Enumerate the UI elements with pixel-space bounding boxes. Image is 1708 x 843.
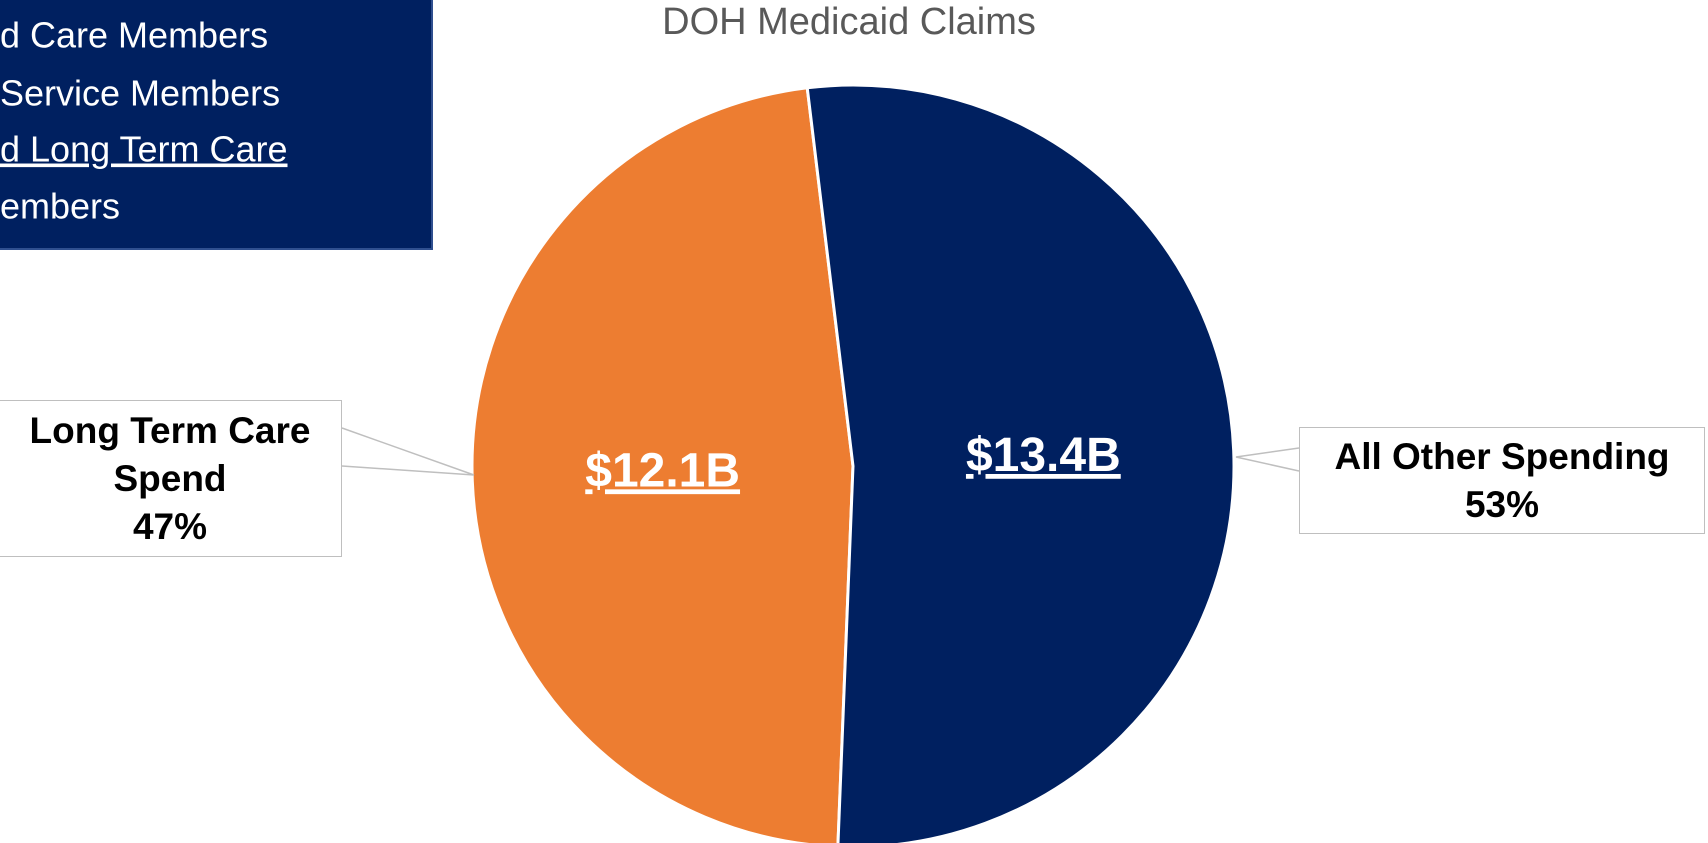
category-label: Long Term Care Spend [29,409,311,499]
value-label: $12.1B [585,444,740,497]
chart-title: DOH Medicaid Claims [662,1,1036,43]
pie-slice [470,86,855,843]
text-box-line: d Care Members [0,15,268,56]
callout: All Other Spending 53% [1299,427,1705,534]
category-label: All Other Spending [1334,435,1670,477]
value-label: $13.4B [966,429,1121,482]
callout-pointer [1235,447,1300,472]
callout-pointer [341,427,475,476]
text-box-line: embers [0,186,120,227]
percentage-label: 53% [1464,483,1540,525]
callout: Long Term Care Spend 47% [0,400,342,557]
text-box-line: Service Members [0,73,280,114]
percentage-label: 47% [132,505,208,547]
text-box-line: d Long Term Care [0,129,288,170]
text-box [0,0,433,250]
pie-slice [805,83,1236,843]
